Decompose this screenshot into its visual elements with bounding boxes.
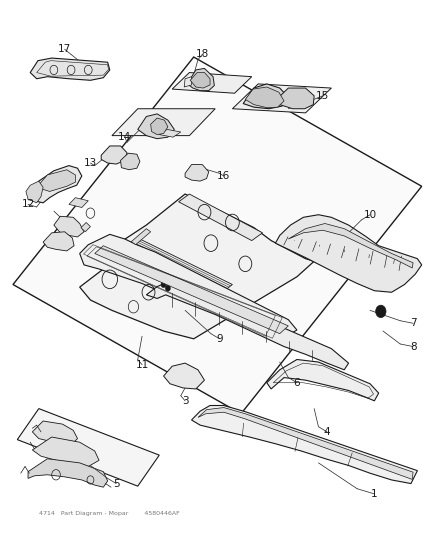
Circle shape xyxy=(161,281,166,288)
Polygon shape xyxy=(172,72,251,93)
Text: 18: 18 xyxy=(195,50,208,60)
Polygon shape xyxy=(43,232,74,251)
Text: 12: 12 xyxy=(21,199,35,209)
Polygon shape xyxy=(184,77,191,87)
Polygon shape xyxy=(30,58,110,80)
Text: 10: 10 xyxy=(363,209,376,220)
Polygon shape xyxy=(245,87,283,108)
Polygon shape xyxy=(277,88,314,109)
Polygon shape xyxy=(32,437,99,466)
Polygon shape xyxy=(178,194,262,240)
Polygon shape xyxy=(32,421,78,445)
Polygon shape xyxy=(17,409,159,486)
Text: 4714   Part Diagram - Mopar        4580446AF: 4714 Part Diagram - Mopar 4580446AF xyxy=(39,511,179,516)
Polygon shape xyxy=(288,223,412,268)
Polygon shape xyxy=(138,114,174,139)
Polygon shape xyxy=(80,235,296,342)
Polygon shape xyxy=(232,84,331,113)
Polygon shape xyxy=(131,229,150,245)
Polygon shape xyxy=(187,68,214,91)
Text: 16: 16 xyxy=(217,171,230,181)
Polygon shape xyxy=(243,84,288,109)
Polygon shape xyxy=(190,72,209,88)
Text: 9: 9 xyxy=(215,334,223,344)
Polygon shape xyxy=(37,169,75,191)
Polygon shape xyxy=(69,198,88,207)
Polygon shape xyxy=(26,181,43,203)
Circle shape xyxy=(163,278,168,284)
Polygon shape xyxy=(54,216,84,237)
Polygon shape xyxy=(13,57,421,414)
Polygon shape xyxy=(138,251,189,282)
Polygon shape xyxy=(150,118,167,134)
Polygon shape xyxy=(120,153,140,169)
Polygon shape xyxy=(131,239,232,291)
Polygon shape xyxy=(191,406,417,483)
Polygon shape xyxy=(101,146,127,164)
Text: 15: 15 xyxy=(315,91,328,101)
Text: 13: 13 xyxy=(84,158,97,168)
Text: 7: 7 xyxy=(409,318,416,328)
Text: 4: 4 xyxy=(323,427,330,437)
Polygon shape xyxy=(95,246,288,334)
Polygon shape xyxy=(28,459,107,487)
Polygon shape xyxy=(112,109,215,135)
Polygon shape xyxy=(163,363,204,389)
Polygon shape xyxy=(81,222,90,232)
Polygon shape xyxy=(198,408,412,479)
Polygon shape xyxy=(275,215,421,292)
Text: 17: 17 xyxy=(58,44,71,54)
Text: 8: 8 xyxy=(409,342,416,352)
Polygon shape xyxy=(185,165,208,181)
Circle shape xyxy=(375,305,385,318)
Polygon shape xyxy=(159,130,180,137)
Text: 3: 3 xyxy=(181,396,188,406)
Circle shape xyxy=(165,285,170,291)
Polygon shape xyxy=(28,166,81,203)
Polygon shape xyxy=(146,280,348,370)
Polygon shape xyxy=(266,359,378,401)
Text: 5: 5 xyxy=(113,479,119,489)
Text: 1: 1 xyxy=(370,489,377,499)
Text: 6: 6 xyxy=(293,378,300,387)
Text: 14: 14 xyxy=(118,132,131,142)
Polygon shape xyxy=(80,194,314,339)
Text: 11: 11 xyxy=(135,360,148,370)
Polygon shape xyxy=(124,260,138,266)
